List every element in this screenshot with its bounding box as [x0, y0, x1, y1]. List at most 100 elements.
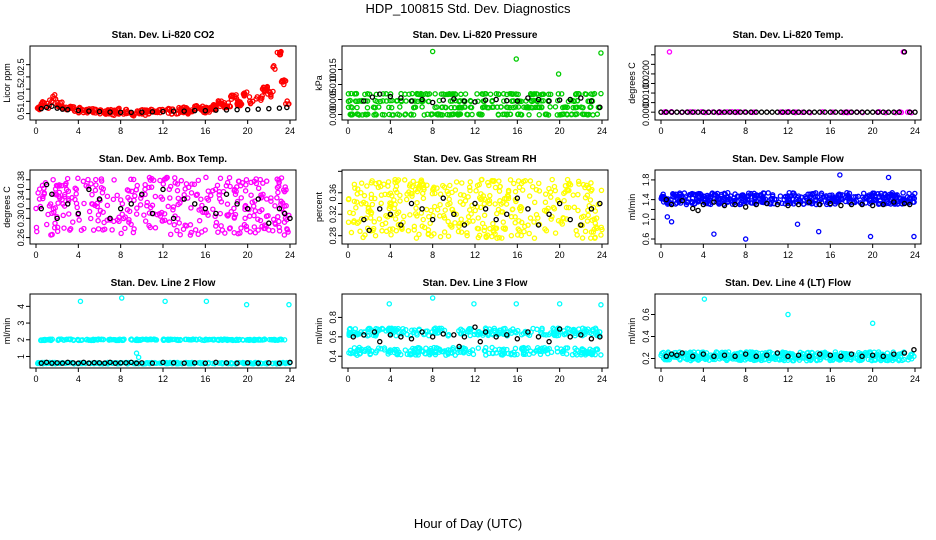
data-point	[530, 325, 536, 332]
y-tick-label: 0.32	[328, 205, 338, 223]
data-point	[162, 217, 168, 223]
data-point	[529, 104, 536, 111]
data-point	[118, 230, 124, 237]
data-point	[272, 337, 279, 343]
data-point	[89, 191, 95, 198]
data-point	[104, 193, 111, 200]
data-point	[376, 179, 382, 186]
data-point	[832, 349, 839, 355]
data-point	[475, 234, 482, 241]
data-point	[511, 180, 517, 187]
data-point	[434, 104, 440, 110]
hourly-point	[361, 98, 367, 104]
y-axis-label: percent	[314, 191, 324, 222]
hourly-point	[276, 360, 283, 366]
data-point	[278, 201, 284, 207]
data-point	[561, 198, 567, 204]
data-point	[407, 351, 414, 358]
data-point	[842, 356, 849, 362]
data-point	[368, 195, 375, 202]
data-point	[125, 194, 131, 201]
hourly-point	[801, 109, 807, 115]
data-point	[371, 112, 377, 118]
data-point	[159, 196, 166, 202]
data-point	[167, 183, 174, 190]
y-tick-label: 0.34	[16, 190, 26, 208]
data-point	[458, 216, 464, 222]
y-axis-label: ml/min	[627, 194, 637, 221]
data-point	[457, 191, 464, 198]
hourly-point	[234, 360, 240, 366]
data-point	[569, 351, 576, 358]
data-point	[570, 98, 576, 104]
data-point	[663, 356, 669, 362]
data-point	[59, 196, 65, 203]
data-point	[205, 212, 211, 218]
data-point	[818, 196, 824, 203]
hourly-point	[885, 109, 892, 115]
data-point	[912, 190, 918, 197]
data-point	[237, 230, 243, 236]
data-point	[466, 218, 473, 225]
data-point	[694, 198, 701, 204]
data-point	[346, 195, 352, 202]
data-point	[507, 328, 513, 334]
data-point	[232, 191, 239, 198]
data-point	[175, 195, 182, 202]
data-point	[466, 350, 472, 357]
hourly-point	[700, 201, 707, 208]
hourly-point	[59, 106, 66, 112]
hourly-point	[695, 207, 701, 214]
data-point	[485, 332, 491, 339]
data-point	[231, 214, 238, 220]
data-point	[183, 223, 190, 229]
hourly-point	[398, 334, 404, 340]
hourly-point	[493, 216, 499, 223]
hourly-point	[901, 200, 908, 207]
data-point	[582, 91, 588, 97]
x-tick-label: 16	[512, 250, 522, 260]
data-point	[356, 351, 363, 357]
data-point	[238, 225, 244, 231]
data-point	[216, 188, 223, 195]
data-point	[414, 332, 420, 338]
data-point	[110, 196, 117, 203]
hourly-point	[102, 360, 108, 366]
data-point	[284, 360, 290, 366]
data-point	[407, 332, 414, 339]
data-point	[541, 207, 548, 214]
data-point	[459, 180, 465, 186]
data-point	[473, 188, 479, 194]
data-point	[575, 178, 582, 185]
data-point	[555, 217, 562, 224]
hourly-point	[578, 332, 584, 338]
data-point	[212, 213, 218, 220]
data-point	[189, 181, 195, 187]
data-point	[148, 184, 155, 190]
data-point	[503, 201, 510, 207]
data-point	[215, 101, 221, 107]
data-point	[879, 194, 886, 201]
data-point	[93, 182, 99, 188]
data-point	[128, 221, 134, 228]
data-point	[485, 179, 491, 186]
data-point	[258, 192, 264, 198]
data-point	[468, 326, 474, 332]
data-point	[582, 194, 589, 201]
data-point	[898, 198, 904, 204]
data-point	[574, 347, 580, 353]
data-point	[724, 109, 730, 115]
hourly-point	[43, 181, 50, 188]
data-point	[52, 205, 59, 211]
hourly-point	[139, 360, 145, 366]
data-point	[385, 326, 391, 333]
data-point	[594, 111, 601, 117]
data-point	[580, 104, 586, 111]
data-point	[897, 195, 904, 201]
x-tick-label: 4	[388, 374, 393, 384]
hourly-point	[742, 109, 749, 115]
data-point	[389, 226, 396, 232]
data-point	[364, 104, 371, 111]
data-point	[439, 104, 446, 110]
